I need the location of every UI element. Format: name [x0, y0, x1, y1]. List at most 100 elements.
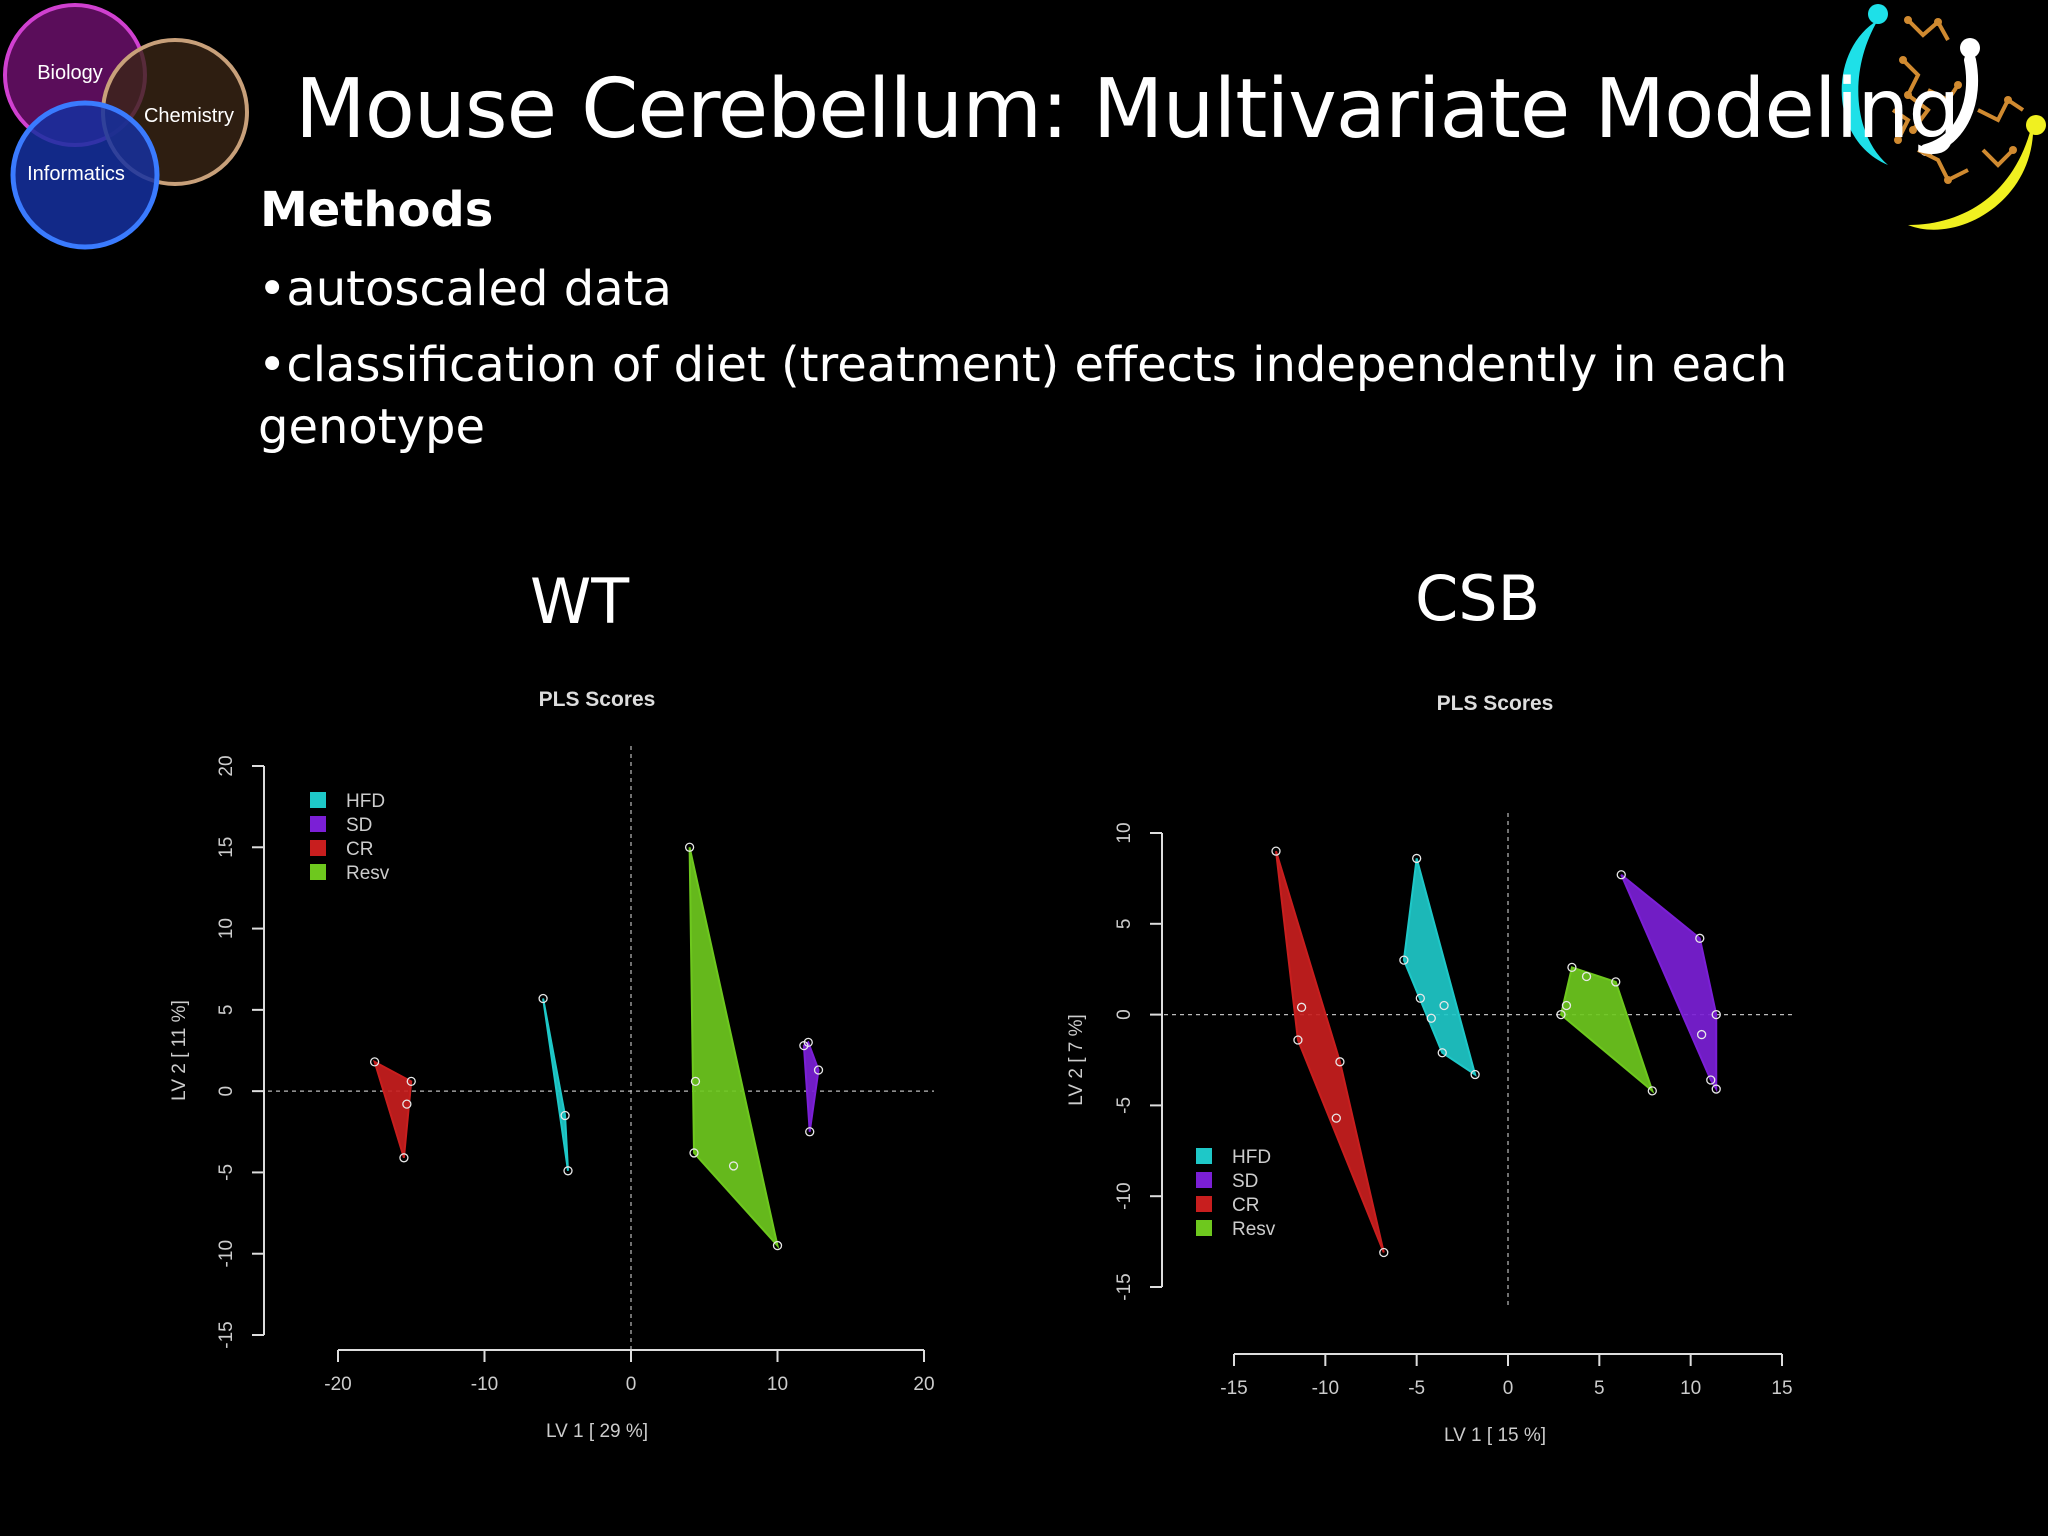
- molecule-nodes-icon: [1894, 16, 2017, 184]
- legend-swatch-cr: [310, 840, 326, 856]
- x-axis-label: LV 1 [ 15 %]: [1444, 1425, 1546, 1446]
- y-tick-label: 0: [1114, 1009, 1135, 1020]
- data-point: [1616, 870, 1626, 880]
- y-tick-label: 5: [216, 1005, 237, 1016]
- y-tick-label: -10: [1114, 1182, 1135, 1209]
- chart-0: PLS Scores -20 -10 0 10 20 LV 1 [ 29 %] -15 -10 -…: [169, 688, 935, 1442]
- legend-swatch-sd: [1196, 1172, 1212, 1188]
- legend-label-resv: Resv: [346, 863, 390, 884]
- y-tick-label: 5: [1114, 919, 1135, 930]
- y-tick-label: 10: [1114, 822, 1135, 843]
- informatics-circle: [10, 100, 160, 250]
- hull-hfd: [542, 998, 570, 1171]
- data-point: [406, 1076, 416, 1087]
- data-point: [728, 1161, 739, 1171]
- bullet-item: •classification of diet (treatment) effe…: [258, 337, 1788, 455]
- y-axis-label: LV 2 [ 11 %]: [169, 1000, 190, 1101]
- slide-title: Mouse Cerebellum: Multivariate Modeling: [295, 62, 1960, 157]
- chart-title: PLS Scores: [1437, 692, 1554, 715]
- series-resv: [1556, 962, 1657, 1096]
- data-point: [1296, 1002, 1307, 1012]
- data-point: [1647, 1086, 1657, 1096]
- x-tick-label: 10: [767, 1374, 788, 1395]
- data-point: [1437, 1048, 1447, 1058]
- data-point: [1706, 1075, 1716, 1085]
- x-tick-label: 10: [1680, 1378, 1701, 1399]
- x-tick-label: -15: [1220, 1378, 1247, 1399]
- data-point: [1379, 1247, 1389, 1258]
- hull-sd: [802, 1040, 820, 1132]
- white-dot-icon: [1960, 38, 1980, 58]
- series-cr: [369, 1057, 416, 1163]
- white-stroke-icon: [1920, 54, 1979, 156]
- chart-1: PLS Scores -15 -10 -5 0 5 10 15 LV 1 [ 15 %] -15 -…: [1066, 692, 1793, 1446]
- series-resv: [684, 842, 783, 1251]
- data-point: [1439, 1000, 1449, 1011]
- series-sd: [799, 1037, 824, 1137]
- series-sd: [1616, 870, 1721, 1094]
- data-point: [1470, 1069, 1480, 1080]
- legend-label-resv: Resv: [1232, 1219, 1276, 1240]
- legend-label-sd: SD: [346, 815, 372, 836]
- y-tick-label: 10: [216, 918, 237, 939]
- venn-chemistry-label: Chemistry: [144, 105, 234, 127]
- x-tick-label: -10: [1312, 1378, 1339, 1399]
- data-point: [1561, 1000, 1572, 1011]
- legend-label-cr: CR: [346, 839, 373, 860]
- data-point: [369, 1057, 380, 1067]
- x-tick-label: -10: [471, 1374, 498, 1395]
- data-point: [560, 1110, 570, 1121]
- y-tick-label: -5: [1114, 1097, 1135, 1114]
- data-point: [1567, 962, 1577, 973]
- data-point: [563, 1166, 573, 1176]
- legend-swatch-hfd: [1196, 1148, 1212, 1164]
- x-tick-label: -5: [1408, 1378, 1425, 1399]
- y-tick-label: -10: [216, 1240, 237, 1267]
- y-tick-label: -15: [216, 1321, 237, 1348]
- data-point: [772, 1240, 783, 1251]
- x-tick-label: -20: [324, 1374, 351, 1395]
- legend-label-hfd: HFD: [1232, 1147, 1271, 1168]
- data-point: [1331, 1113, 1341, 1123]
- x-axis-label: LV 1 [ 29 %]: [546, 1421, 648, 1442]
- legend-swatch-resv: [310, 864, 326, 880]
- data-point: [538, 993, 548, 1004]
- y-tick-label: -15: [1114, 1273, 1135, 1300]
- y-axis-label: LV 2 [ 7 %]: [1066, 1014, 1087, 1106]
- legend-label-hfd: HFD: [346, 791, 385, 812]
- legend-swatch-hfd: [310, 792, 326, 808]
- series-hfd: [538, 993, 573, 1176]
- data-point: [690, 1076, 701, 1087]
- legend-label-sd: SD: [1232, 1171, 1258, 1192]
- data-point: [1415, 993, 1425, 1003]
- chart-title: PLS Scores: [539, 688, 656, 711]
- data-point: [684, 842, 695, 852]
- bullet-item: •autoscaled data: [258, 261, 672, 317]
- venn-logo: Biology Chemistry Informatics: [3, 3, 249, 250]
- y-tick-label: -5: [216, 1164, 237, 1181]
- data-point: [402, 1099, 412, 1109]
- data-point: [1711, 1084, 1721, 1094]
- data-point: [805, 1127, 815, 1137]
- yellow-dot-icon: [2026, 115, 2046, 135]
- x-tick-label: 15: [1771, 1378, 1792, 1399]
- molecule-icon: [1891, 18, 2025, 183]
- hull-cr: [372, 1059, 413, 1159]
- series-cr: [1271, 846, 1389, 1258]
- data-point: [1556, 1009, 1566, 1020]
- data-point: [1399, 955, 1409, 965]
- legend-swatch-cr: [1196, 1196, 1212, 1212]
- legend-swatch-sd: [310, 816, 326, 832]
- data-point: [1581, 971, 1592, 982]
- x-tick-label: 20: [913, 1374, 934, 1395]
- methods-heading: Methods: [260, 182, 494, 238]
- venn-biology-label: Biology: [37, 62, 103, 84]
- hull-cr: [1275, 850, 1385, 1253]
- data-point: [399, 1153, 409, 1163]
- data-point: [1711, 1009, 1721, 1020]
- hull-hfd: [1402, 858, 1477, 1077]
- data-point: [1696, 1029, 1707, 1040]
- venn-informatics-label: Informatics: [27, 163, 125, 185]
- y-tick-label: 15: [216, 837, 237, 858]
- data-point: [1611, 977, 1621, 987]
